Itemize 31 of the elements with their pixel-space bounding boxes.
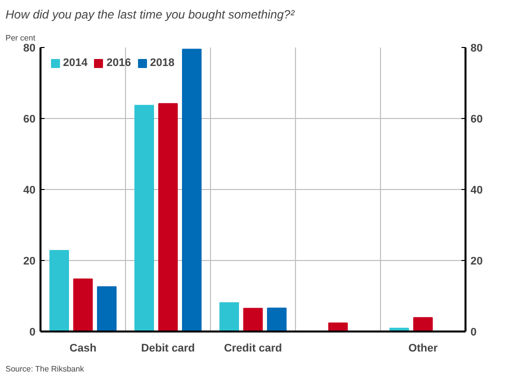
legend-label: 2018 [150,57,174,69]
bar [243,308,263,332]
bar [267,308,287,332]
x-tick-label: Debit card [141,342,195,354]
x-tick-label: Cash [70,342,97,354]
x-tick-label: Credit card [224,342,282,354]
y2-tick-label: 20 [470,256,483,268]
y-axis-title: Per cent [6,34,36,42]
y2-tick-label: 80 [470,42,483,54]
legend-label: 2014 [63,57,88,69]
y2-tick-label: 40 [470,184,483,196]
bar [182,48,202,332]
y-tick-label: 40 [23,184,36,196]
bar [134,104,154,332]
y-tick-label: 80 [23,42,36,54]
bar [328,322,348,332]
y-tick-label: 20 [23,256,36,268]
chart-title: How did you pay the last time you bought something?² [6,8,296,22]
source-note: Source: The Riksbank [6,364,86,374]
bar [49,250,69,332]
y2-tick-label: 60 [470,114,483,126]
bar [73,278,93,332]
x-tick-label: Other [408,342,438,354]
bar [97,286,117,332]
bar [158,103,178,332]
bar [219,302,239,332]
bar [413,317,433,332]
y-tick-label: 0 [29,326,36,338]
legend-label: 2016 [106,57,131,69]
y2-tick-label: 0 [470,326,477,338]
y-tick-label: 60 [23,114,36,126]
